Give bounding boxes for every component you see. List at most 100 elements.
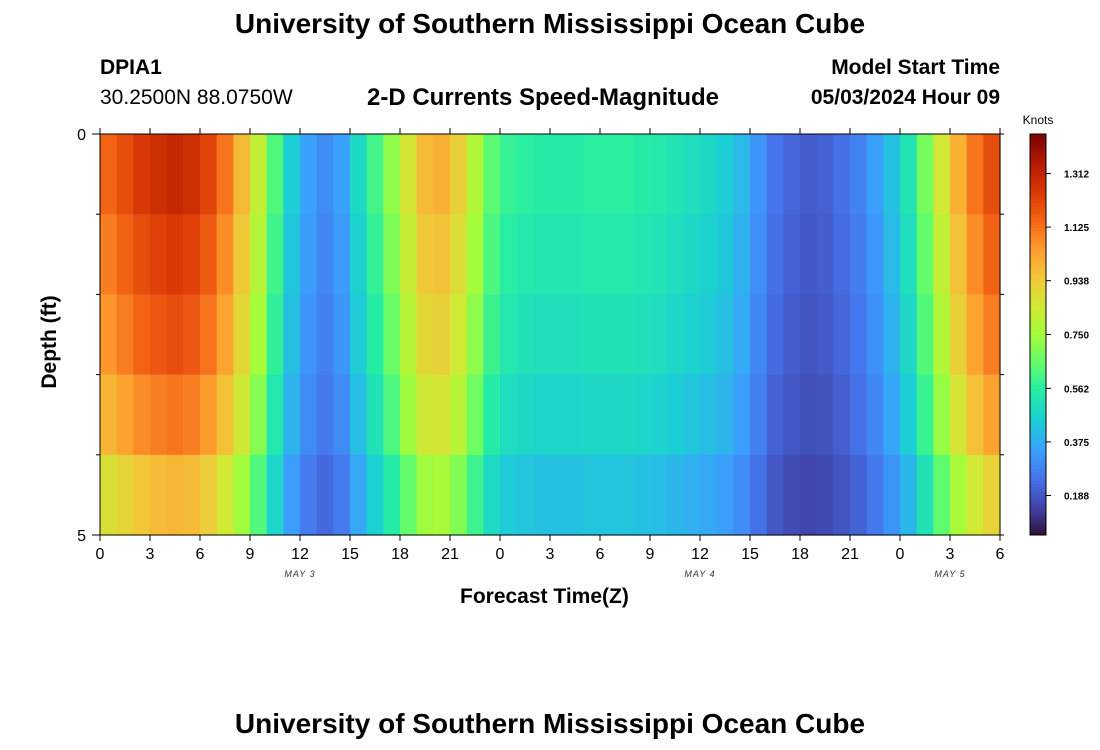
heatmap-cell: [116, 134, 134, 215]
colorbar-segment: [1030, 288, 1046, 293]
heatmap-cell: [800, 294, 818, 376]
x-tick-label: 3: [946, 546, 955, 563]
heatmap-cell: [933, 134, 951, 215]
heatmap-cell: [950, 454, 968, 536]
heatmap-cell: [100, 134, 118, 215]
heatmap-cell: [583, 214, 601, 295]
heatmap-cell: [166, 294, 184, 376]
colorbar-segment: [1030, 197, 1046, 201]
heatmap-cell: [600, 374, 618, 456]
heatmap-cell: [683, 374, 701, 456]
heatmap-cell: [566, 294, 584, 376]
heatmap-cell: [300, 134, 318, 215]
footer-title: University of Southern Mississippi Ocean…: [234, 708, 866, 739]
colorbar: Knots 1.312 1.125 0.938 0.750 0.562 0.375 0.188: [1023, 113, 1089, 536]
heatmap-cell: [616, 454, 634, 536]
heatmap-cell: [633, 134, 651, 215]
x-tick-label: 3: [546, 546, 555, 563]
colorbar-segment: [1030, 139, 1046, 144]
heatmap-cells: [100, 134, 1001, 536]
heatmap-cell: [683, 134, 701, 215]
heatmap-cell: [600, 134, 618, 215]
heatmap-cell: [966, 294, 984, 376]
colorbar-segment: [1030, 357, 1046, 361]
heatmap-cell: [783, 134, 801, 215]
heatmap-cell: [233, 214, 251, 295]
colorbar-segment: [1030, 159, 1046, 164]
heatmap-cell: [116, 214, 134, 295]
colorbar-segment: [1030, 477, 1046, 482]
heatmap-cell: [533, 374, 551, 456]
colorbar-segment: [1030, 311, 1046, 315]
heatmap-cell: [966, 374, 984, 456]
colorbar-segment: [1030, 360, 1046, 364]
heatmap-cell: [300, 214, 318, 295]
colorbar-segment: [1030, 420, 1046, 424]
heatmap-cell: [733, 134, 751, 215]
heatmap-cell: [333, 134, 351, 215]
heatmap-cell: [833, 454, 851, 536]
colorbar-segment: [1030, 245, 1046, 250]
heatmap-cell: [283, 374, 301, 456]
colorbar-segment: [1030, 426, 1046, 430]
heatmap-cell: [216, 374, 234, 456]
heatmap-cell: [983, 214, 1001, 295]
colorbar-segment: [1030, 383, 1046, 387]
colorbar-segment: [1030, 171, 1046, 175]
heatmap-cell: [416, 454, 434, 536]
heatmap-cell: [333, 454, 351, 536]
x-tick-label: 0: [896, 546, 905, 563]
colorbar-segment: [1030, 366, 1046, 370]
heatmap-cell: [416, 294, 434, 376]
heatmap-cell: [900, 454, 918, 536]
heatmap-cell: [500, 214, 518, 295]
heatmap-cell: [150, 454, 168, 536]
heatmap-cell: [816, 134, 834, 215]
heatmap-cell: [250, 374, 268, 456]
colorbar-segment: [1030, 320, 1046, 324]
colorbar-segment: [1030, 217, 1046, 221]
heatmap-cell: [383, 374, 401, 456]
colorbar-segment: [1030, 512, 1046, 516]
heatmap-cell: [866, 374, 884, 456]
heatmap-cell: [466, 454, 484, 536]
heatmap-cell: [700, 374, 718, 456]
heatmap-cell: [400, 374, 418, 456]
colorbar-segment: [1030, 348, 1046, 353]
heatmap-cell: [516, 134, 534, 215]
colorbar-segment: [1030, 291, 1046, 295]
heatmap-cell: [333, 214, 351, 295]
page-title: University of Southern Mississippi Ocean…: [234, 8, 866, 39]
heatmap-cell: [233, 374, 251, 456]
heatmap-cell: [483, 374, 501, 456]
heatmap-cell: [633, 294, 651, 376]
heatmap-cell: [783, 454, 801, 536]
colorbar-segment: [1030, 514, 1046, 519]
heatmap-cell: [816, 454, 834, 536]
colorbar-segment: [1030, 300, 1046, 304]
x-tick-label: 6: [596, 546, 605, 563]
heatmap-cell: [866, 214, 884, 295]
colorbar-segment: [1030, 489, 1046, 493]
colorbar-segment: [1030, 380, 1046, 384]
heatmap-cell: [550, 134, 568, 215]
heatmap-cell: [283, 214, 301, 295]
colorbar-segment: [1030, 454, 1046, 459]
heatmap-cell: [150, 374, 168, 456]
heatmap-cell: [833, 294, 851, 376]
heatmap-cell: [766, 374, 784, 456]
colorbar-segment: [1030, 182, 1046, 187]
heatmap-cell: [100, 374, 118, 456]
heatmap-cell: [383, 134, 401, 215]
heatmap-cell: [100, 214, 118, 295]
heatmap-cell: [766, 134, 784, 215]
heatmap-cell: [583, 294, 601, 376]
colorbar-segment: [1030, 265, 1046, 270]
heatmap-cell: [316, 454, 334, 536]
heatmap-cell: [833, 374, 851, 456]
heatmap-cell: [883, 454, 901, 536]
station-coordinates: 30.2500N 88.0750W: [100, 86, 293, 109]
colorbar-segment: [1030, 397, 1046, 401]
heatmap-cell: [650, 374, 668, 456]
colorbar-segment: [1030, 363, 1046, 367]
